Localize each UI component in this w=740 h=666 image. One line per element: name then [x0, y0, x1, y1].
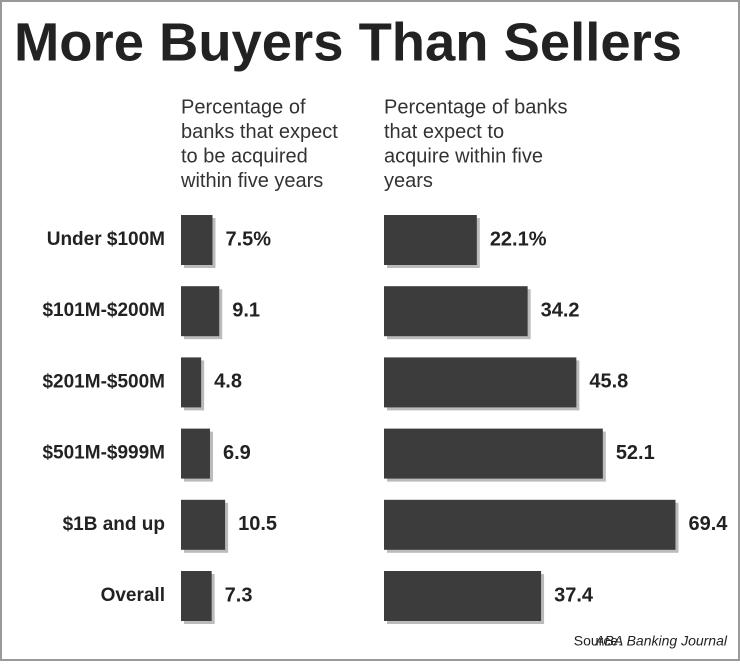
value-label: 34.2 [541, 299, 580, 321]
bar [181, 499, 226, 550]
subtitle: Percentage of banks [384, 96, 567, 118]
bar [384, 357, 577, 408]
subtitle: acquire within five [384, 145, 543, 167]
value-label: 22.1% [490, 228, 547, 250]
category-label: Overall [101, 585, 165, 606]
subtitle: that expect to [384, 121, 504, 143]
bar [384, 428, 603, 479]
category-label: $501M-$999M [42, 443, 165, 464]
bar [384, 215, 477, 265]
subtitle: Percentage of [181, 96, 306, 118]
bar [384, 571, 542, 621]
category-label: $101M-$200M [42, 300, 165, 321]
subtitle: banks that expect [181, 121, 338, 143]
value-label: 7.3 [225, 584, 253, 606]
source: ABA Banking Journal [594, 633, 728, 649]
value-label: 9.1 [232, 299, 260, 321]
bar [181, 357, 202, 408]
category-label: Under $100M [47, 229, 165, 250]
subtitle: within five years [180, 170, 323, 192]
value-label: 37.4 [554, 584, 594, 606]
bar [384, 286, 528, 337]
value-label: 7.5% [226, 228, 272, 250]
value-label: 52.1 [616, 442, 655, 464]
category-label: $1B and up [63, 514, 165, 535]
value-label: 6.9 [223, 442, 251, 464]
source-label: Source: [574, 633, 622, 649]
bar [181, 571, 212, 621]
value-label: 69.4 [688, 513, 728, 535]
subtitle: years [384, 170, 433, 192]
bar [181, 286, 220, 337]
subtitle: to be acquired [181, 145, 308, 167]
value-label: 45.8 [589, 371, 628, 393]
bar [181, 428, 210, 479]
value-label: 4.8 [214, 371, 242, 393]
bar [181, 215, 213, 265]
category-label: $201M-$500M [42, 371, 165, 392]
bar [384, 499, 676, 550]
value-label: 10.5 [238, 513, 277, 535]
chart-title: More Buyers Than Sellers [14, 12, 682, 72]
